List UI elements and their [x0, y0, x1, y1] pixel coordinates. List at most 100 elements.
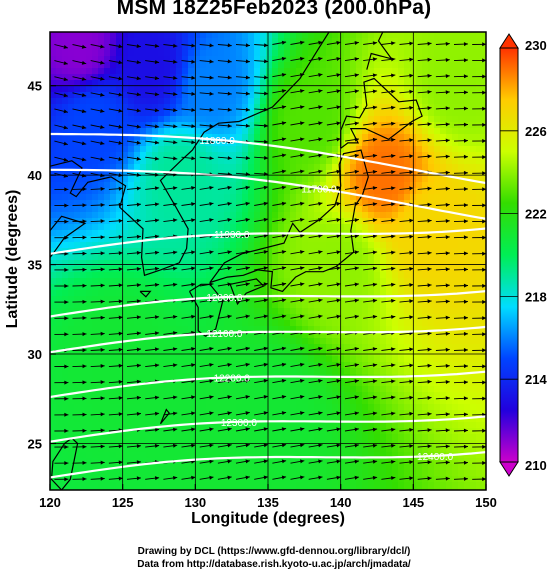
wind-vector-598 [453, 90, 469, 95]
wind-vector-0 [54, 477, 69, 482]
x-tick-label-1: 125 [112, 495, 134, 510]
wind-vector-37 [290, 459, 305, 464]
wind-vector-357 [435, 251, 450, 256]
y-axis-label: Latitude (degrees) [4, 189, 21, 329]
wind-vector-50 [90, 444, 105, 449]
wind-vector-529 [72, 124, 87, 130]
wind-vector-528 [54, 124, 69, 130]
wind-vector-25 [72, 460, 87, 465]
wind-vector-260 [417, 315, 432, 320]
wind-vector-39 [326, 459, 341, 464]
wind-vector-449 [363, 186, 378, 190]
wind-vector-300 [272, 282, 287, 287]
colorbar-top-arrow [499, 33, 519, 49]
wind-vector-537 [217, 123, 232, 128]
y-tick-label-0: 25 [28, 436, 42, 451]
wind-vector-584 [199, 91, 214, 96]
y-tick-label-4: 45 [28, 79, 42, 94]
wind-vector-174 [163, 363, 178, 368]
wind-vector-288 [54, 284, 69, 288]
wind-vector-18 [381, 476, 396, 480]
wind-vector-670 [453, 42, 469, 47]
wind-vector-324 [272, 266, 287, 271]
wind-vector-639 [326, 57, 341, 62]
wind-vector-538 [235, 123, 251, 128]
wind-vector-599 [472, 90, 486, 95]
wind-vector-242 [90, 315, 105, 320]
wind-vector-328 [344, 266, 359, 271]
wind-vector-607 [181, 75, 196, 80]
wind-vector-572 [417, 106, 432, 111]
contour-label-1: 11700.0 [301, 184, 337, 195]
wind-vector-554 [90, 108, 105, 113]
wind-vector-79 [181, 427, 196, 432]
wind-vector-415 [181, 202, 196, 207]
wind-vector-327 [326, 266, 341, 271]
wind-vector-171 [108, 363, 123, 368]
wind-vector-352 [344, 250, 359, 255]
wind-vector-515 [254, 139, 269, 144]
wind-vector-479 [472, 171, 486, 176]
wind-vector-312 [54, 267, 69, 272]
wind-vector-489 [217, 156, 232, 160]
wind-vector-26 [90, 460, 105, 465]
wind-vector-205 [290, 346, 305, 351]
wind-vector-353 [363, 250, 378, 255]
wind-vector-618 [381, 73, 396, 78]
wind-vector-365 [145, 234, 160, 239]
wind-vector-395 [254, 217, 269, 223]
wind-vector-522 [381, 137, 396, 142]
wind-vector-144 [54, 380, 69, 385]
wind-vector-88 [344, 427, 359, 432]
wind-vector-516 [272, 137, 287, 142]
wind-vector-399 [326, 218, 341, 223]
wind-vector-110 [308, 411, 323, 416]
wind-vector-361 [72, 235, 87, 240]
wind-vector-278 [308, 298, 323, 303]
colorbar-bottom-arrow [499, 461, 519, 477]
contour-label-6: 12300.0 [221, 418, 258, 429]
wind-vector-137 [363, 395, 378, 400]
wind-vector-637 [290, 56, 305, 62]
wind-vector-135 [326, 395, 341, 400]
wind-vector-264 [54, 300, 69, 305]
wind-vector-139 [399, 395, 414, 400]
wind-vector-512 [199, 140, 214, 144]
wind-vector-136 [344, 395, 359, 400]
wind-vector-468 [272, 169, 287, 174]
wind-vector-602 [90, 76, 105, 81]
wind-vector-140 [417, 395, 432, 400]
wind-vector-455 [472, 187, 486, 192]
wind-vector-539 [254, 123, 269, 128]
chart-title: MSM 18Z25Feb2023 (200.0hPa) [116, 0, 432, 19]
wind-vector-652 [126, 44, 141, 48]
wind-vector-433 [72, 187, 87, 192]
wind-vector-595 [399, 89, 414, 94]
wind-vector-164 [417, 379, 432, 384]
wind-vector-254 [308, 314, 323, 319]
wind-vector-220 [126, 331, 142, 336]
wind-vector-211 [399, 347, 414, 352]
wind-vector-46 [453, 460, 469, 465]
wind-vector-199 [181, 347, 196, 351]
wind-vector-329 [363, 266, 378, 271]
wind-vector-73 [72, 428, 87, 433]
wind-vector-103 [181, 411, 196, 416]
wind-vector-91 [399, 427, 414, 432]
wind-vector-297 [217, 282, 232, 287]
wind-vector-519 [326, 137, 341, 142]
wind-vector-585 [217, 91, 232, 96]
wind-vector-101 [145, 411, 160, 416]
wind-vector-157 [290, 378, 305, 384]
wind-vector-20 [417, 476, 432, 481]
x-tick-label-3: 135 [257, 495, 279, 510]
wind-vector-551 [472, 122, 486, 127]
wind-vector-87 [326, 427, 341, 432]
wind-vector-591 [326, 89, 341, 94]
wind-vector-182 [308, 362, 323, 368]
wind-vector-477 [435, 170, 450, 175]
wind-vector-425 [363, 202, 378, 207]
wind-vector-113 [363, 411, 378, 416]
wind-vector-316 [126, 267, 142, 271]
wind-vector-322 [235, 266, 250, 271]
